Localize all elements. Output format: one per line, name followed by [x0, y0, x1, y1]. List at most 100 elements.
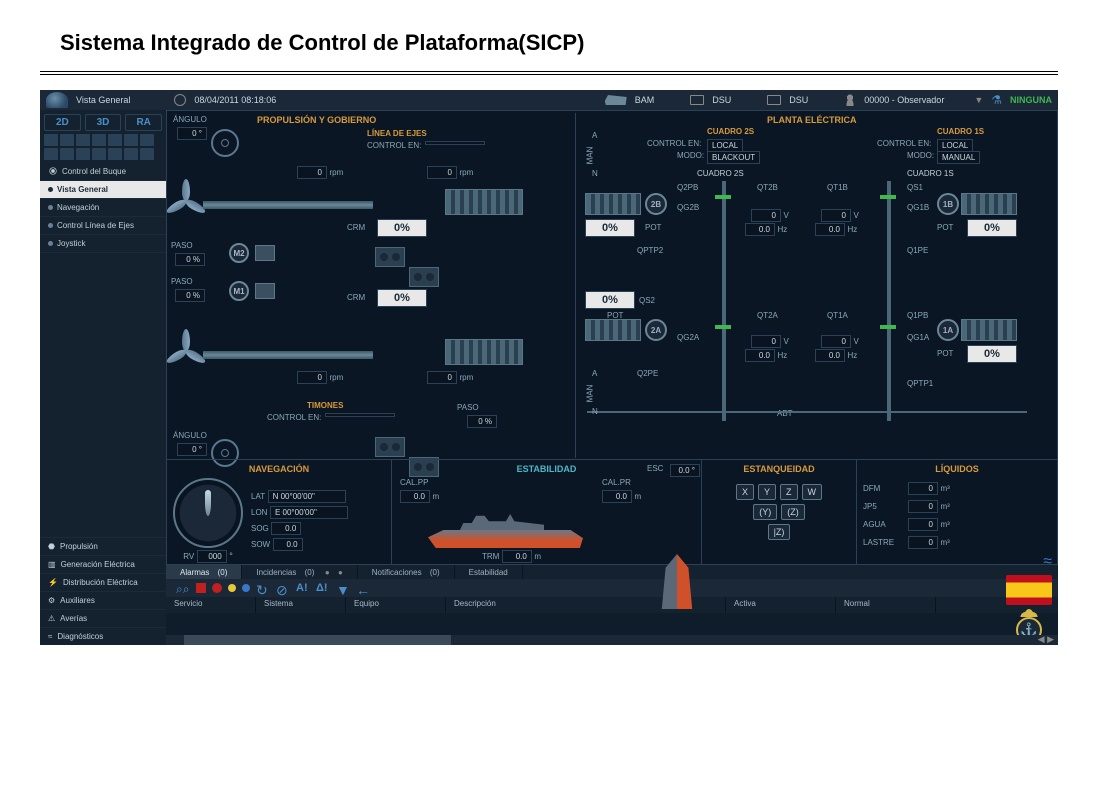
mini-icon[interactable]: [140, 134, 154, 146]
pot-2b-lbl: POT: [645, 223, 661, 232]
tab-alarmas[interactable]: Alarmas (0): [166, 565, 242, 579]
breaker-icon: [880, 191, 896, 201]
wt-x-button[interactable]: X: [736, 484, 754, 500]
wt-w-button[interactable]: W: [802, 484, 823, 500]
motor-m2: M2: [229, 243, 249, 263]
wt-y-button[interactable]: Y: [758, 484, 776, 500]
tab-notificaciones[interactable]: Notificaciones (0): [358, 565, 455, 579]
rv-readout: RV 000 °: [173, 550, 243, 563]
refresh-icon[interactable]: ↻: [256, 582, 270, 594]
tab-incidencias[interactable]: Incidencias (0) ● ●: [242, 565, 357, 579]
mini-icon[interactable]: [124, 134, 138, 146]
back-icon[interactable]: ←: [356, 582, 370, 594]
wt-z3-button[interactable]: |Z): [768, 524, 791, 540]
mini-icon[interactable]: [108, 134, 122, 146]
bnav-diagnosticos[interactable]: ≈Diagnósticos: [40, 627, 166, 645]
agua-row: AGUA0 m³: [863, 518, 1051, 531]
chevron-down-icon[interactable]: ▼: [974, 95, 983, 105]
mini-icon[interactable]: [92, 134, 106, 146]
wt-z-button[interactable]: Z: [780, 484, 798, 500]
wt-z2-button[interactable]: (Z): [781, 504, 805, 520]
breaker-icon: [715, 321, 731, 331]
tab-estabilidad[interactable]: Estabilidad: [455, 565, 523, 579]
qt2a-lbl: QT2A: [757, 311, 778, 320]
ack-icon[interactable]: A!: [296, 582, 310, 594]
dot-blue-icon[interactable]: [242, 584, 250, 592]
view-3d-button[interactable]: 3D: [85, 114, 122, 131]
clutch-m2-icon: [255, 245, 275, 261]
nav-label: Control Línea de Ejes: [57, 221, 134, 230]
spain-flag-icon: [1006, 575, 1052, 605]
clock-icon: [174, 94, 186, 106]
filter-icon[interactable]: ⚗: [991, 93, 1002, 107]
paso-top-value: 0 %: [175, 253, 205, 266]
wt-y2-button[interactable]: (Y): [753, 504, 777, 520]
bnav-averias[interactable]: ⚠Averías: [40, 609, 166, 627]
angulo-bot-label: ÁNGULO: [173, 431, 207, 440]
nav-control-buque[interactable]: Control del Buque: [40, 162, 166, 181]
paso-bot-value: 0 %: [175, 289, 205, 302]
history-icon[interactable]: ⊘: [276, 582, 290, 594]
binoculars-icon[interactable]: ⌕⌕: [176, 582, 190, 594]
nav-control-linea-ejes[interactable]: Control Línea de Ejes: [40, 217, 166, 235]
mini-icon[interactable]: [60, 134, 74, 146]
filter-icon[interactable]: ▼: [336, 582, 350, 594]
nav-navegacion[interactable]: Navegación: [40, 199, 166, 217]
v-2b: 0 V: [751, 209, 789, 222]
ack-all-icon[interactable]: Δ!: [316, 582, 330, 594]
timones-label: TIMONES: [307, 401, 343, 410]
converter-2b-icon: [585, 193, 641, 215]
alarm-tabs: Alarmas (0) Incidencias (0) ● ● Notifica…: [166, 565, 1058, 579]
qt1b-lbl: QT1B: [827, 183, 848, 192]
bnav-auxiliares[interactable]: ⚙Auxiliares: [40, 591, 166, 609]
dot-yellow-icon[interactable]: [228, 584, 236, 592]
mini-icon[interactable]: [140, 148, 154, 160]
gen-1a: 1A: [937, 319, 959, 341]
nav-title: NAVEGACIÓN: [173, 464, 385, 474]
mini-icon[interactable]: [76, 134, 90, 146]
mini-icon[interactable]: [60, 148, 74, 160]
paso-top-label: PASO: [171, 241, 193, 250]
gen-2b: 2B: [645, 193, 667, 215]
bnav-propulsion[interactable]: ⬣Propulsión: [40, 537, 166, 555]
trm-row: TRM 0.0 m: [482, 550, 541, 563]
view-ra-button[interactable]: RA: [125, 114, 162, 131]
c2s-modo-val: BLACKOUT: [707, 151, 760, 164]
panel-navegacion: NAVEGACIÓN RV 000 ° LAT N 00°00'00" LON …: [167, 460, 392, 564]
horizontal-scrollbar[interactable]: ◀ ▶: [166, 635, 1058, 645]
shaft-bot: [203, 351, 373, 359]
nav-joystick[interactable]: Joystick: [40, 235, 166, 253]
switch-man2: MAN: [585, 385, 594, 403]
col-equipo: Equipo: [346, 597, 446, 613]
stop-icon[interactable]: [212, 583, 222, 593]
flag-red-icon[interactable]: [196, 583, 206, 593]
view-2d-button[interactable]: 2D: [44, 114, 81, 131]
bnav-generacion[interactable]: ▥Generación Eléctrica: [40, 555, 166, 573]
mini-icon[interactable]: [76, 148, 90, 160]
angulo-top-label: ÁNGULO: [173, 115, 207, 124]
bnav-distribucion[interactable]: ⚡Distribución Eléctrica: [40, 573, 166, 591]
pot-2a-pct: 0%: [585, 291, 635, 309]
control-en-label: CONTROL EN:: [367, 141, 421, 150]
crm-bot-label: CRM: [347, 293, 365, 302]
col-servicio: Servicio: [166, 597, 256, 613]
mini-icon[interactable]: [124, 148, 138, 160]
q2pe-lbl: Q2PE: [637, 369, 658, 378]
alarm-table-body: [166, 613, 1058, 635]
pot-2a-lbl: POT: [607, 311, 623, 320]
qg1b-lbl: QG1B: [907, 203, 929, 212]
calpp-lbl: CAL.PP: [400, 478, 428, 487]
mini-icon[interactable]: [108, 148, 122, 160]
sog-row: SOG 0.0: [251, 522, 348, 535]
mini-icon[interactable]: [44, 134, 58, 146]
qptp1-lbl: QPTP1: [907, 379, 933, 388]
switch-man: MAN: [585, 147, 594, 165]
person-icon: [844, 94, 856, 106]
mini-icon[interactable]: [44, 148, 58, 160]
switch-n: N: [592, 169, 598, 178]
lastre-row: LASTRE0 m³: [863, 536, 1051, 549]
nav-vista-general[interactable]: Vista General: [40, 181, 166, 199]
alarm-table-header: Servicio Sistema Equipo Descripción Acti…: [166, 597, 1058, 613]
scroll-arrows[interactable]: ◀ ▶: [1038, 634, 1054, 645]
mini-icon[interactable]: [92, 148, 106, 160]
